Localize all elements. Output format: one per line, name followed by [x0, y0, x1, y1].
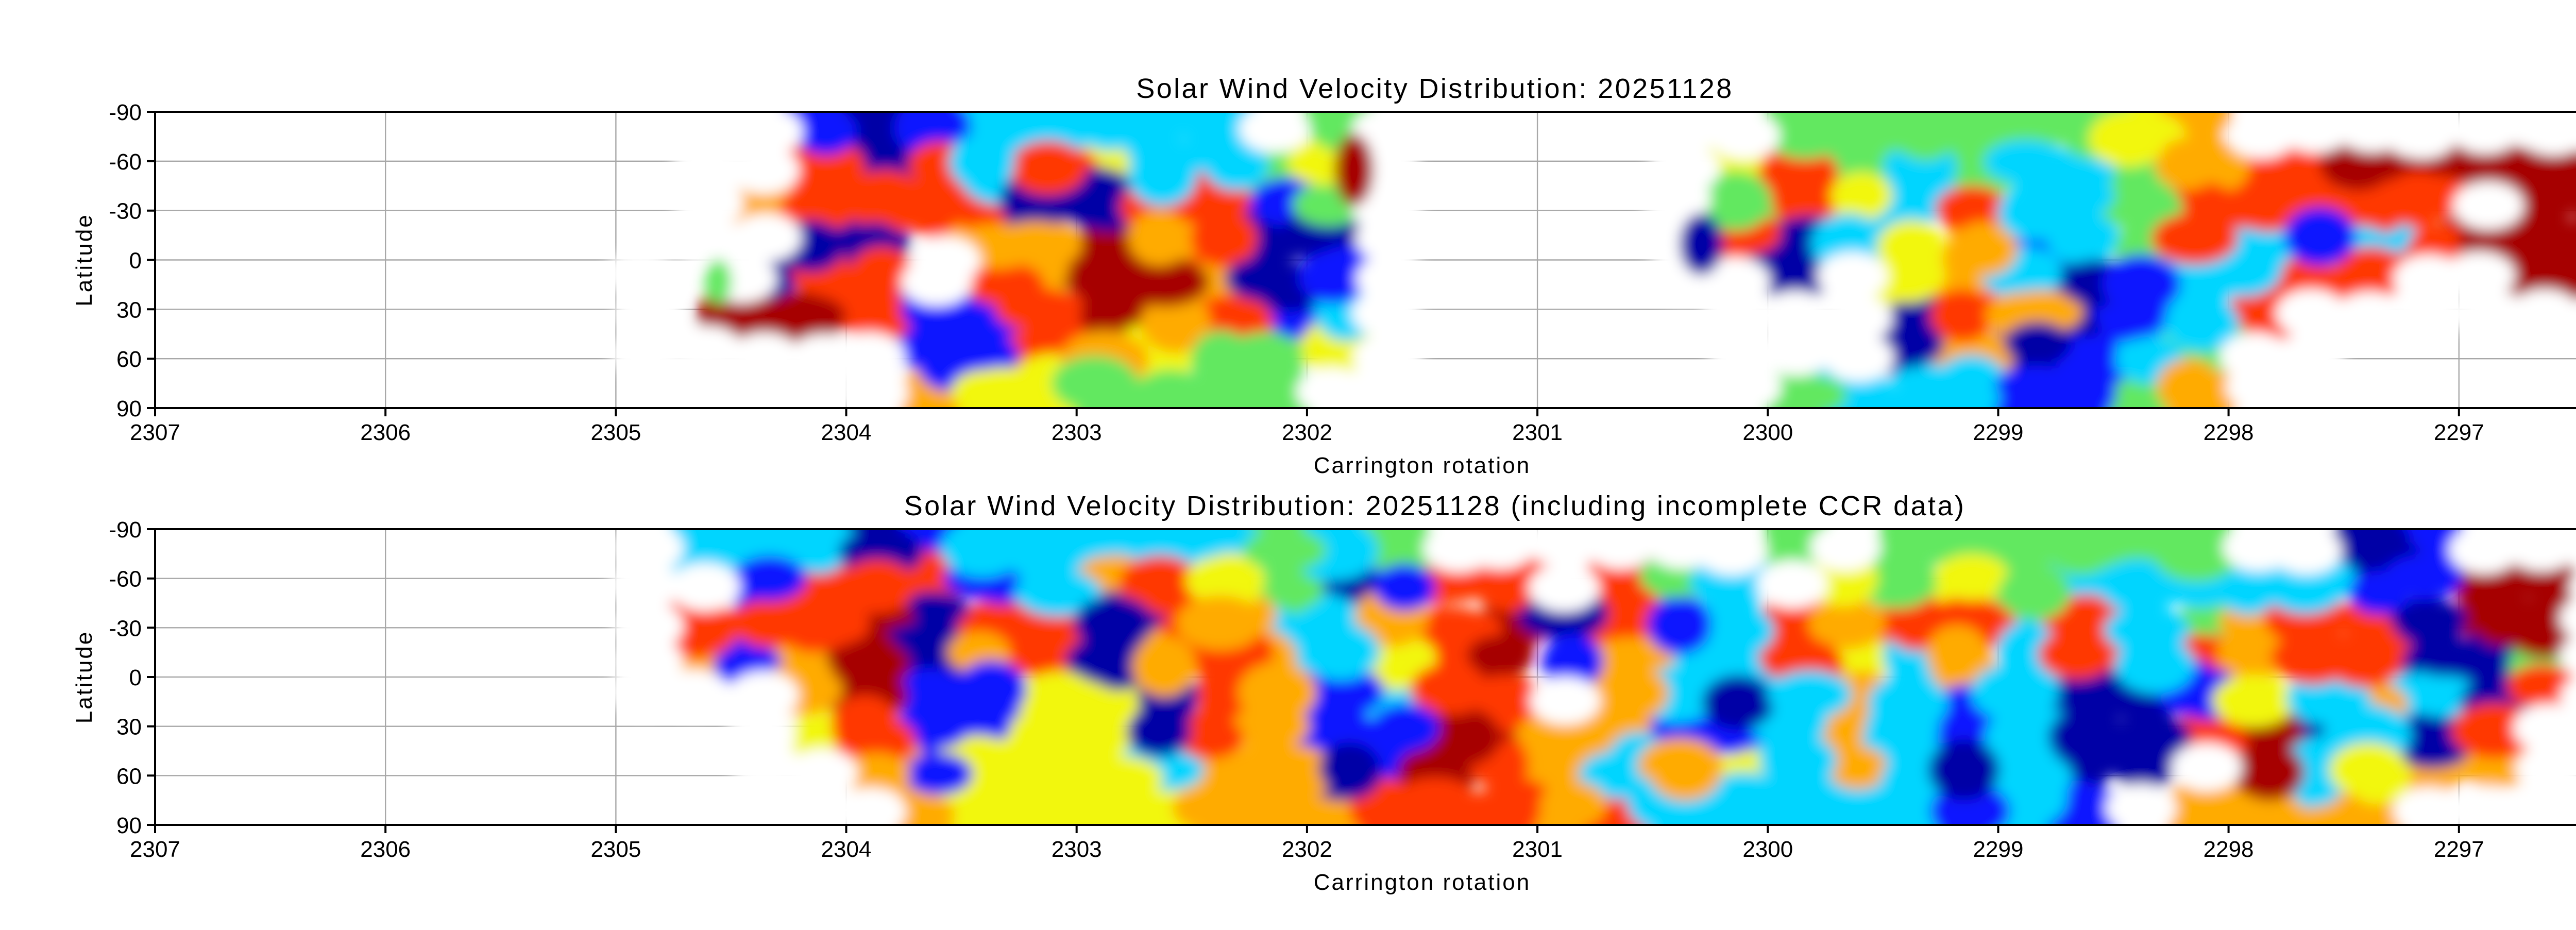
svg-text:2299: 2299	[1973, 837, 2024, 862]
svg-text:2303: 2303	[1052, 420, 1102, 445]
svg-text:30: 30	[116, 297, 142, 323]
svg-text:2297: 2297	[2434, 420, 2484, 445]
svg-text:2306: 2306	[360, 420, 411, 445]
svg-text:2300: 2300	[1742, 420, 1793, 445]
svg-text:Latitude: Latitude	[72, 631, 97, 724]
svg-text:-60: -60	[109, 567, 142, 592]
svg-text:60: 60	[116, 347, 142, 372]
svg-text:-30: -30	[109, 616, 142, 641]
svg-text:60: 60	[116, 764, 142, 789]
svg-text:2303: 2303	[1052, 837, 1102, 862]
svg-text:2304: 2304	[821, 420, 872, 445]
svg-text:-60: -60	[109, 149, 142, 175]
svg-text:2297: 2297	[2434, 837, 2484, 862]
svg-text:2298: 2298	[2204, 837, 2254, 862]
svg-text:2307: 2307	[130, 837, 180, 862]
svg-text:Solar Wind Velocity Distributi: Solar Wind Velocity Distribution: 202511…	[904, 491, 1966, 521]
svg-text:-30: -30	[109, 199, 142, 224]
svg-text:2300: 2300	[1742, 837, 1793, 862]
svg-text:Solar Wind Velocity Distributi: Solar Wind Velocity Distribution: 202511…	[1136, 73, 1733, 104]
svg-text:90: 90	[116, 813, 142, 838]
svg-text:-90: -90	[109, 517, 142, 543]
svg-text:2301: 2301	[1512, 837, 1563, 862]
svg-text:2299: 2299	[1973, 420, 2024, 445]
svg-text:2298: 2298	[2204, 420, 2254, 445]
svg-text:0: 0	[129, 665, 142, 690]
svg-text:30: 30	[116, 715, 142, 740]
svg-text:2306: 2306	[360, 837, 411, 862]
svg-text:-90: -90	[109, 100, 142, 125]
svg-text:Latitude: Latitude	[72, 213, 97, 307]
svg-text:0: 0	[129, 248, 142, 274]
svg-text:Carrington rotation: Carrington rotation	[1314, 870, 1531, 895]
svg-text:2302: 2302	[1282, 420, 1332, 445]
svg-text:90: 90	[116, 396, 142, 421]
svg-text:2304: 2304	[821, 837, 872, 862]
svg-text:2305: 2305	[590, 420, 641, 445]
svg-text:2305: 2305	[590, 837, 641, 862]
svg-text:2302: 2302	[1282, 837, 1332, 862]
svg-text:2307: 2307	[130, 420, 180, 445]
svg-text:2301: 2301	[1512, 420, 1563, 445]
svg-text:Carrington rotation: Carrington rotation	[1314, 453, 1531, 478]
